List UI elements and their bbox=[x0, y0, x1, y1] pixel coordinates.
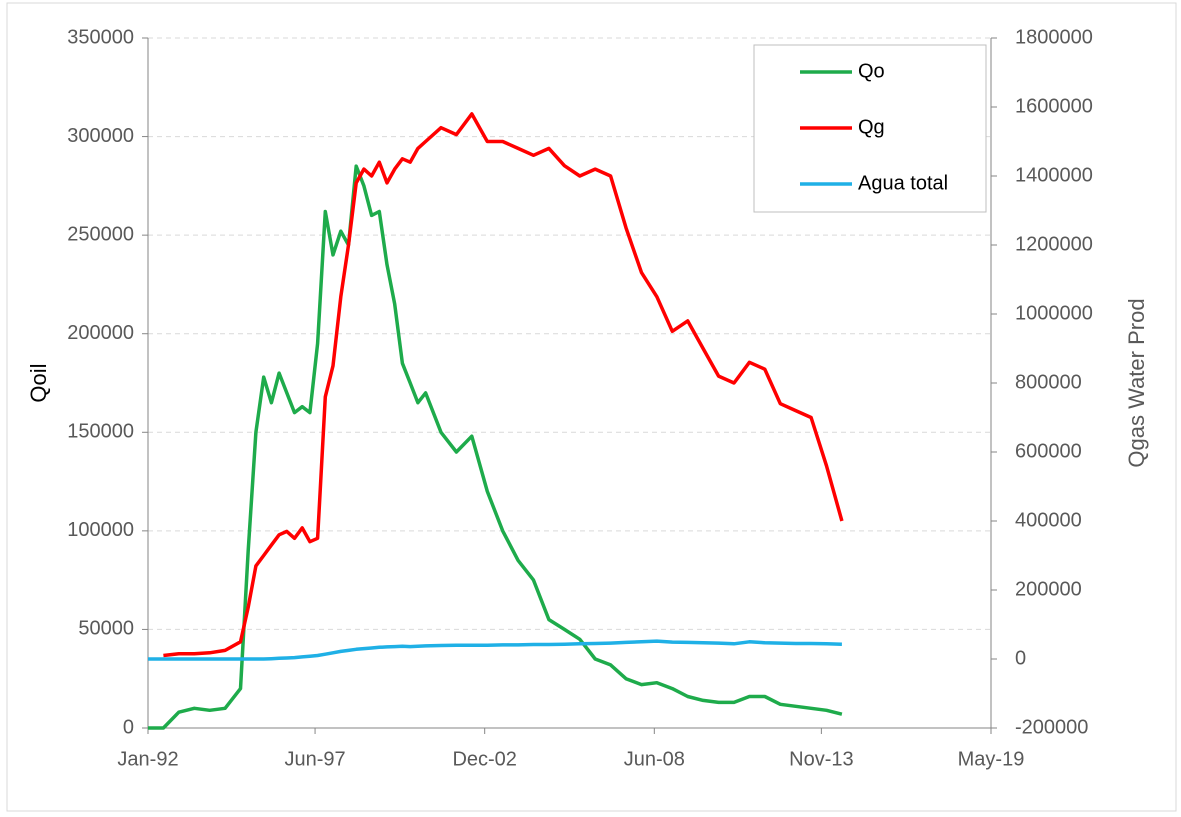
y2-tick-label: 0 bbox=[1015, 647, 1026, 669]
y2-tick-label: 800000 bbox=[1015, 371, 1082, 393]
y2-tick-label: 1600000 bbox=[1015, 95, 1093, 117]
x-tick-label: Jun-97 bbox=[284, 748, 345, 770]
legend-label: Qg bbox=[858, 116, 885, 138]
y-tick-label: 350000 bbox=[67, 26, 134, 48]
y2-tick-label: 600000 bbox=[1015, 440, 1082, 462]
y-tick-label: 250000 bbox=[67, 223, 134, 245]
y-tick-label: 200000 bbox=[67, 322, 134, 344]
y-tick-label: 300000 bbox=[67, 125, 134, 147]
y2-tick-label: 1200000 bbox=[1015, 233, 1093, 255]
y2-tick-label: 400000 bbox=[1015, 509, 1082, 531]
x-tick-label: Dec-02 bbox=[452, 748, 516, 770]
y-tick-label: 50000 bbox=[78, 618, 134, 640]
y-tick-label: 150000 bbox=[67, 421, 134, 443]
y2-tick-label: 1000000 bbox=[1015, 302, 1093, 324]
y-tick-label: 100000 bbox=[67, 519, 134, 541]
y-axis-title: Qoil bbox=[26, 363, 51, 402]
y2-tick-label: 1800000 bbox=[1015, 26, 1093, 48]
x-tick-label: Jun-08 bbox=[624, 748, 685, 770]
x-tick-label: Nov-13 bbox=[789, 748, 853, 770]
series-line bbox=[148, 639, 842, 661]
x-tick-label: Jan-92 bbox=[117, 748, 178, 770]
series-line bbox=[148, 164, 843, 730]
y2-tick-label: 200000 bbox=[1015, 578, 1082, 600]
series-line bbox=[163, 112, 844, 658]
y2-tick-label: 1400000 bbox=[1015, 164, 1093, 186]
y2-tick-label: -200000 bbox=[1015, 716, 1088, 738]
legend-label: Agua total bbox=[858, 172, 948, 194]
legend-label: Qo bbox=[858, 60, 885, 82]
y-tick-label: 0 bbox=[123, 716, 134, 738]
x-tick-label: May-19 bbox=[958, 748, 1025, 770]
y2-axis-title: Qgas Water Prod bbox=[1124, 298, 1149, 467]
legend-box bbox=[753, 44, 987, 213]
chart-border bbox=[6, 2, 1177, 812]
